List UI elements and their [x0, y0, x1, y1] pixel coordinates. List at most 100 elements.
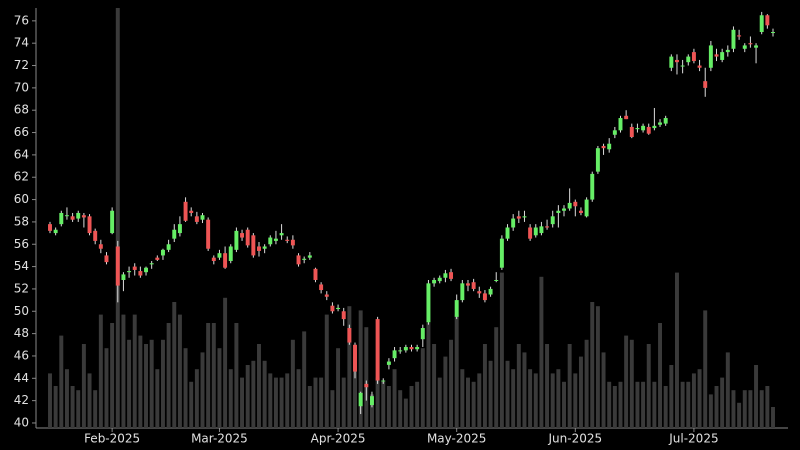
volume-bar [409, 386, 414, 428]
candle-body [110, 210, 115, 234]
volume-bar [336, 348, 341, 428]
candle-body [511, 218, 516, 228]
volume-bar [313, 377, 318, 428]
volume-bar [262, 360, 267, 428]
candle-body [691, 52, 696, 62]
candle-body [358, 392, 363, 407]
volume-bar [206, 323, 211, 428]
volume-bar [228, 369, 233, 428]
volume-bar [482, 344, 487, 428]
volume-bar [443, 356, 448, 428]
volume-bar [132, 314, 137, 428]
candle-body [200, 215, 205, 220]
volume-bar [127, 339, 132, 428]
volume-bar [691, 373, 696, 428]
candle-body [528, 227, 533, 239]
candle-body [499, 238, 504, 268]
candle-body [482, 293, 487, 301]
volume-bar [268, 373, 273, 428]
volume-bar [590, 302, 595, 428]
volume-bar [48, 373, 52, 428]
volume-bar [601, 352, 606, 428]
candle-body [737, 35, 742, 37]
candle-body [590, 173, 595, 200]
volume-bar [556, 369, 561, 428]
volume-bar [364, 327, 369, 428]
candle-body [641, 125, 646, 131]
volume-bar [172, 302, 177, 428]
volume-bar [522, 352, 527, 428]
y-tick-label: 48 [14, 326, 29, 340]
volume-bar [415, 381, 420, 428]
volume-bar [708, 394, 713, 428]
volume-bar [420, 348, 425, 428]
volume-bar [273, 377, 278, 428]
candle-body [460, 283, 465, 301]
volume-bar [155, 369, 160, 428]
candle-body [539, 226, 544, 234]
volume-bar [771, 407, 775, 428]
candle-body [545, 226, 550, 228]
volume-bar [471, 381, 476, 428]
volume-bar [245, 365, 250, 428]
volume-bar [290, 339, 295, 428]
candle-body [680, 65, 685, 67]
candle-body [477, 291, 482, 294]
candle-body [725, 49, 730, 53]
candle-body [319, 284, 324, 291]
candle-body [765, 15, 770, 26]
volume-bar [115, 8, 120, 428]
candle-body [759, 15, 764, 33]
volume-bar [177, 314, 182, 428]
candle-body [364, 383, 369, 388]
volume-bar [211, 323, 216, 428]
volume-bar [392, 369, 397, 428]
volume-bar [545, 344, 550, 428]
volume-bar [330, 390, 335, 428]
candle-body [76, 212, 81, 219]
volume-bar [319, 377, 324, 428]
volume-bar [533, 373, 538, 428]
y-tick-label: 66 [14, 125, 29, 139]
candle-body [138, 271, 143, 276]
candle-body [573, 201, 578, 207]
volume-bar [240, 377, 245, 428]
candle-body [132, 266, 137, 270]
candle-body [59, 212, 64, 225]
candle-body [449, 272, 454, 279]
volume-bar [279, 377, 284, 428]
candle-body [635, 128, 640, 130]
volume-bar [759, 390, 764, 428]
volume-bar [81, 344, 86, 428]
volume-bar [257, 344, 261, 428]
candle-body [285, 239, 290, 241]
x-tick-label: Feb-2025 [84, 432, 140, 446]
y-tick-label: 64 [14, 147, 29, 161]
volume-bar [454, 314, 459, 428]
candle-body [87, 216, 92, 234]
volume-bar [460, 369, 465, 428]
volume-bar [381, 381, 386, 428]
candle-body [708, 45, 713, 68]
y-tick-label: 50 [14, 304, 29, 318]
volume-bar [160, 339, 165, 428]
candle-body [398, 350, 403, 352]
volume-bar [539, 276, 544, 428]
volume-bar [307, 386, 312, 428]
candle-body [426, 283, 431, 323]
volume-bar [59, 335, 64, 428]
candle-body [369, 396, 374, 406]
volume-bar [686, 381, 691, 428]
volume-bar [375, 377, 380, 428]
candle-body [64, 215, 69, 217]
volume-bar [550, 373, 555, 428]
candle-body [144, 267, 149, 273]
volume-bar [194, 369, 199, 428]
candle-body [624, 115, 629, 120]
candle-body [533, 227, 538, 236]
volume-bar [189, 381, 194, 428]
volume-bar [737, 402, 742, 428]
candle-body [471, 282, 476, 289]
volume-bar [573, 373, 578, 428]
volume-bar [53, 386, 58, 428]
